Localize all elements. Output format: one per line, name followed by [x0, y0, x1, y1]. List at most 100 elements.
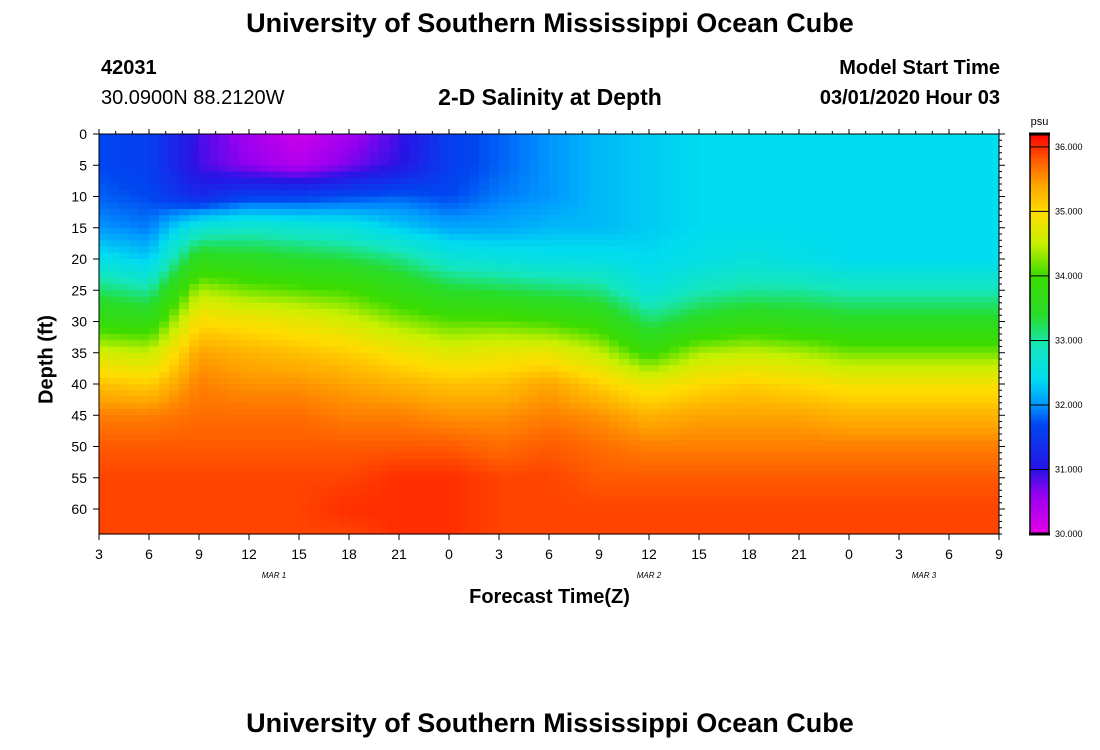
heatmap-cell — [519, 384, 530, 391]
heatmap-cell — [699, 502, 710, 510]
heatmap-cell — [469, 277, 480, 285]
heatmap-cell — [119, 521, 130, 529]
heatmap-cell — [549, 421, 560, 429]
heatmap-cell — [179, 440, 190, 448]
heatmap-cell — [819, 296, 830, 304]
heatmap-cell — [769, 284, 780, 291]
heatmap-cell — [739, 302, 750, 310]
heatmap-cell — [379, 509, 390, 516]
heatmap-cell — [189, 165, 200, 173]
heatmap-cell — [699, 240, 710, 248]
heatmap-cell — [559, 365, 570, 373]
heatmap-cell — [209, 509, 220, 516]
heatmap-cell — [439, 290, 450, 298]
heatmap-cell — [239, 152, 250, 160]
heatmap-cell — [549, 234, 560, 241]
heatmap-cell — [649, 434, 660, 441]
heatmap-cell — [779, 509, 790, 516]
heatmap-cell — [219, 240, 230, 248]
heatmap-cell — [679, 384, 690, 391]
heatmap-cell — [809, 496, 820, 504]
heatmap-cell — [289, 409, 300, 416]
heatmap-cell — [779, 502, 790, 510]
heatmap-cell — [279, 446, 290, 454]
heatmap-cell — [599, 471, 610, 479]
heatmap-cell — [729, 327, 740, 335]
heatmap-cell — [199, 290, 210, 298]
heatmap-cell — [359, 521, 370, 529]
heatmap-cell — [319, 421, 330, 429]
heatmap-cell — [479, 352, 490, 360]
heatmap-cell — [679, 284, 690, 291]
heatmap-cell — [459, 384, 470, 391]
heatmap-cell — [839, 227, 850, 235]
heatmap-cell — [379, 496, 390, 504]
heatmap-cell — [489, 340, 500, 348]
heatmap-cell — [529, 384, 540, 391]
heatmap-cell — [679, 202, 690, 210]
heatmap-cell — [269, 152, 280, 160]
heatmap-cell — [329, 184, 340, 191]
heatmap-cell — [779, 377, 790, 385]
heatmap-cell — [419, 177, 430, 185]
heatmap-cell — [169, 459, 180, 466]
heatmap-cell — [199, 346, 210, 354]
heatmap-cell — [809, 502, 820, 510]
heatmap-cell — [659, 202, 670, 210]
heatmap-cell — [839, 490, 850, 498]
heatmap-cell — [199, 496, 210, 504]
heatmap-cell — [509, 246, 520, 254]
heatmap-cell — [439, 409, 450, 416]
heatmap-cell — [339, 296, 350, 304]
heatmap-cell — [509, 134, 520, 141]
heatmap-cell — [589, 390, 600, 398]
heatmap-cell — [739, 246, 750, 254]
heatmap-cell — [659, 184, 670, 191]
heatmap-cell — [509, 365, 520, 373]
heatmap-cell — [249, 384, 260, 391]
heatmap-cell — [279, 352, 290, 360]
heatmap-cell — [789, 515, 800, 523]
heatmap-cell — [439, 446, 450, 454]
heatmap-cell — [239, 496, 250, 504]
heatmap-cell — [539, 446, 550, 454]
heatmap-cell — [309, 471, 320, 479]
heatmap-cell — [289, 309, 300, 316]
heatmap-cell — [869, 477, 880, 485]
heatmap-cell — [859, 246, 870, 254]
heatmap-cell — [219, 215, 230, 223]
heatmap-cell — [759, 365, 770, 373]
heatmap-cell — [819, 190, 830, 198]
heatmap-cell — [219, 290, 230, 298]
heatmap-cell — [749, 434, 760, 441]
heatmap-cell — [659, 384, 670, 391]
heatmap-cell — [519, 252, 530, 260]
heatmap-cell — [359, 359, 370, 366]
heatmap-cell — [839, 390, 850, 398]
heatmap-cell — [619, 502, 630, 510]
heatmap-cell — [349, 202, 360, 210]
heatmap-cell — [99, 465, 110, 473]
heatmap-cell — [209, 209, 220, 216]
heatmap-cell — [639, 484, 650, 491]
heatmap-cell — [669, 346, 680, 354]
heatmap-cell — [139, 377, 150, 385]
heatmap-cell — [789, 309, 800, 316]
heatmap-cell — [329, 309, 340, 316]
heatmap-cell — [619, 384, 630, 391]
heatmap-cell — [539, 196, 550, 204]
heatmap-cell — [739, 515, 750, 523]
heatmap-cell — [279, 477, 290, 485]
heatmap-cell — [139, 252, 150, 260]
heatmap-cell — [459, 140, 470, 148]
heatmap-cell — [599, 409, 610, 416]
heatmap-cell — [539, 384, 550, 391]
heatmap-cell — [299, 402, 310, 410]
heatmap-cell — [139, 427, 150, 435]
heatmap-cell — [109, 459, 120, 466]
heatmap-cell — [809, 421, 820, 429]
heatmap-cell — [369, 434, 380, 441]
heatmap-cell — [159, 334, 170, 341]
heatmap-cell — [269, 496, 280, 504]
heatmap-cell — [749, 202, 760, 210]
